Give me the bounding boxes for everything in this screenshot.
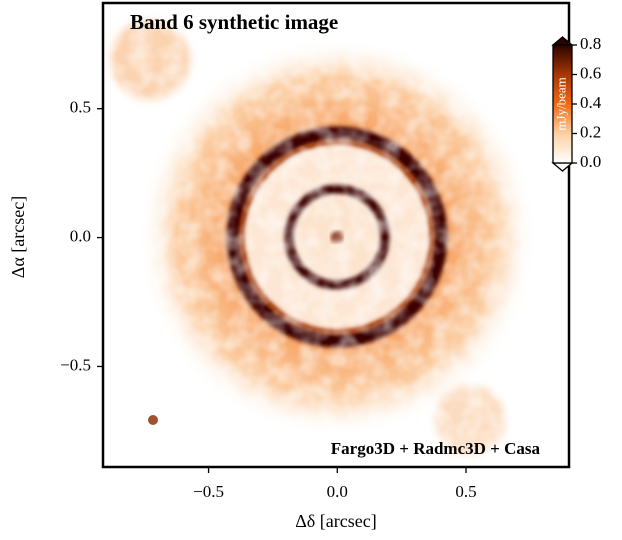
synthetic-image <box>103 3 569 467</box>
colorbar-label: mJy/beam <box>553 77 568 130</box>
chart-title: Band 6 synthetic image <box>130 10 338 34</box>
x-axis-label: Δδ [arcsec] <box>295 511 377 531</box>
x-tick-label: 0.5 <box>455 482 476 501</box>
y-tick-label: 0.5 <box>70 98 91 117</box>
colorbar-tick-label: 0.2 <box>580 122 601 141</box>
y-tick-label: −0.5 <box>60 355 91 374</box>
colorbar-tick-label: 0.4 <box>580 93 602 112</box>
colorbar-tick-label: 0.8 <box>580 34 601 53</box>
y-axis-label: Δα [arcsec] <box>8 196 28 278</box>
beam <box>148 415 158 425</box>
colorbar-tick-label: 0.6 <box>580 63 601 82</box>
y-tick-label: 0.0 <box>70 226 91 245</box>
colorbar-tick-label: 0.0 <box>580 152 601 171</box>
x-tick-label: −0.5 <box>193 482 224 501</box>
plot-frame <box>101 1 571 469</box>
annotation: Fargo3D + Radmc3D + Casa <box>331 439 541 458</box>
colorbar: 0.0 0.2 0.4 0.6 0.8 mJy/beam <box>551 34 602 172</box>
x-tick-label: 0.0 <box>327 482 348 501</box>
